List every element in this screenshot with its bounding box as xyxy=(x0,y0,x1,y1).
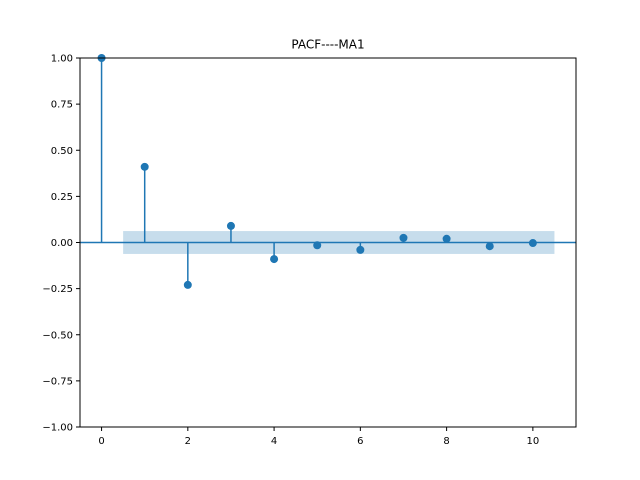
y-tick-label: −0.25 xyxy=(42,284,73,295)
axis-layer: 0 2 4 6 8 10 −1.00 −0.75 −0.50 −0.25 0.00 0.25 0.50 0… xyxy=(42,54,577,447)
stem-marker-lag-4 xyxy=(270,255,279,264)
stem-marker-lag-8 xyxy=(442,234,451,243)
stem-marker-lag-5 xyxy=(313,241,322,250)
stem-layer xyxy=(80,54,576,289)
stem-marker-lag-7 xyxy=(399,233,408,242)
x-tick-label: 2 xyxy=(185,436,191,447)
y-tick-label: 0.75 xyxy=(51,100,73,111)
stem-marker-lag-10 xyxy=(528,239,537,248)
stem-marker-lag-3 xyxy=(226,221,235,230)
stem-marker-lag-1 xyxy=(140,162,149,171)
y-tick-label: 1.00 xyxy=(51,54,73,65)
y-tick-label: 0.00 xyxy=(51,238,73,249)
stem-marker-lag-9 xyxy=(485,242,494,251)
y-tick-label: 0.50 xyxy=(51,146,73,157)
x-tick-label: 6 xyxy=(357,436,363,447)
stem-marker-lag-6 xyxy=(356,245,365,254)
y-tick-label: 0.25 xyxy=(51,192,73,203)
x-tick-label: 10 xyxy=(527,436,540,447)
y-tick-label: −0.50 xyxy=(42,330,73,341)
x-tick-label: 8 xyxy=(443,436,449,447)
x-tick-label: 4 xyxy=(271,436,277,447)
y-tick-label: −0.75 xyxy=(42,376,73,387)
x-tick-label: 0 xyxy=(98,436,104,447)
y-tick-label: −1.00 xyxy=(42,423,73,434)
chart-title: PACF----MA1 xyxy=(291,38,364,52)
stem-marker-lag-2 xyxy=(183,280,192,289)
